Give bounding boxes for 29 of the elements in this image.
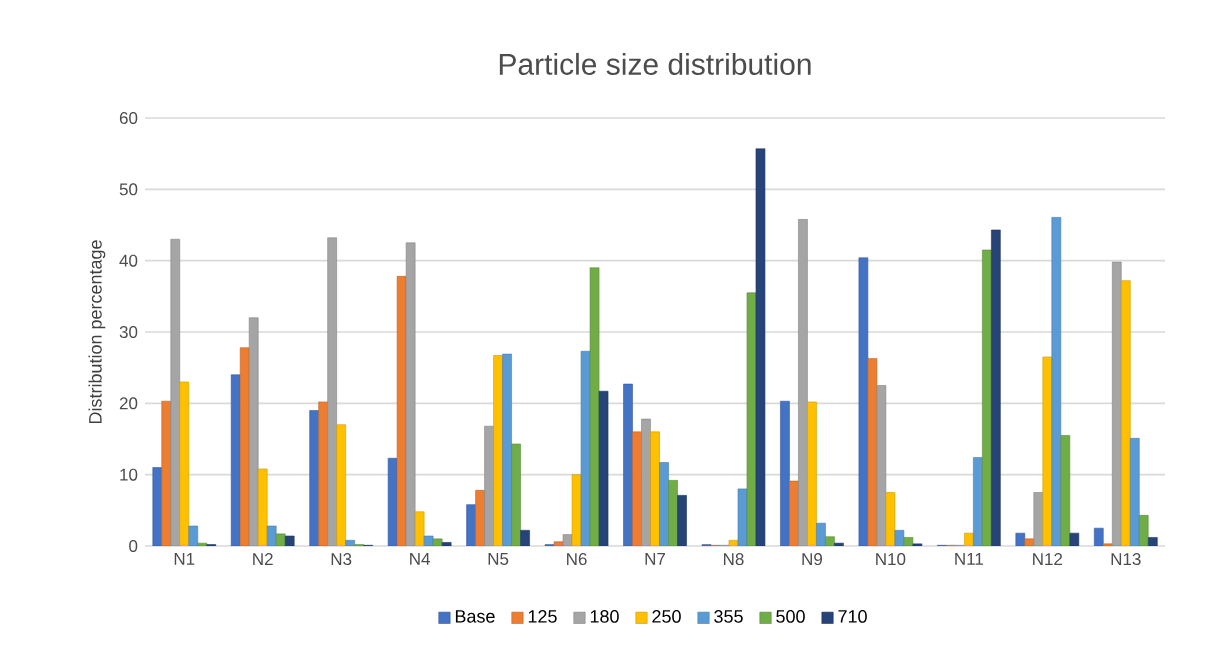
legend-label: 500 xyxy=(776,610,805,623)
x-tick-label: N1 xyxy=(174,553,195,565)
x-tick-label: N8 xyxy=(723,553,744,566)
x-tick-label: N9 xyxy=(802,553,822,566)
x-tick-label: N2 xyxy=(253,553,273,565)
legend-label: 180 xyxy=(590,610,619,623)
legend-label: 710 xyxy=(838,610,867,623)
y-axis-title: Distribution percentage xyxy=(88,240,106,424)
x-tick-label: N13 xyxy=(1111,553,1141,566)
x-tick-label: N10 xyxy=(876,553,906,566)
legend-label: 250 xyxy=(652,610,681,623)
legend-label: 125 xyxy=(528,610,557,623)
y-tick-label: 30 xyxy=(119,326,138,339)
x-tick-label: N7 xyxy=(645,553,666,565)
y-tick-label: 0 xyxy=(129,540,138,553)
y-tick-label: 50 xyxy=(119,183,138,196)
x-tick-label: N12 xyxy=(1033,553,1063,565)
legend-label: Base xyxy=(455,610,495,623)
x-tick-label: N5 xyxy=(488,553,509,565)
y-tick-label: 20 xyxy=(119,397,138,410)
y-tick-label: 40 xyxy=(119,254,138,267)
chart-title: Particle size distribution xyxy=(499,52,811,75)
x-tick-label: N4 xyxy=(410,553,430,565)
x-tick-label: N11 xyxy=(955,553,983,565)
x-tick-label: N3 xyxy=(331,553,352,566)
y-tick-label: 60 xyxy=(119,112,138,125)
x-tick-label: N6 xyxy=(567,553,587,566)
y-tick-label: 10 xyxy=(120,468,138,481)
legend-label: 355 xyxy=(714,610,743,623)
